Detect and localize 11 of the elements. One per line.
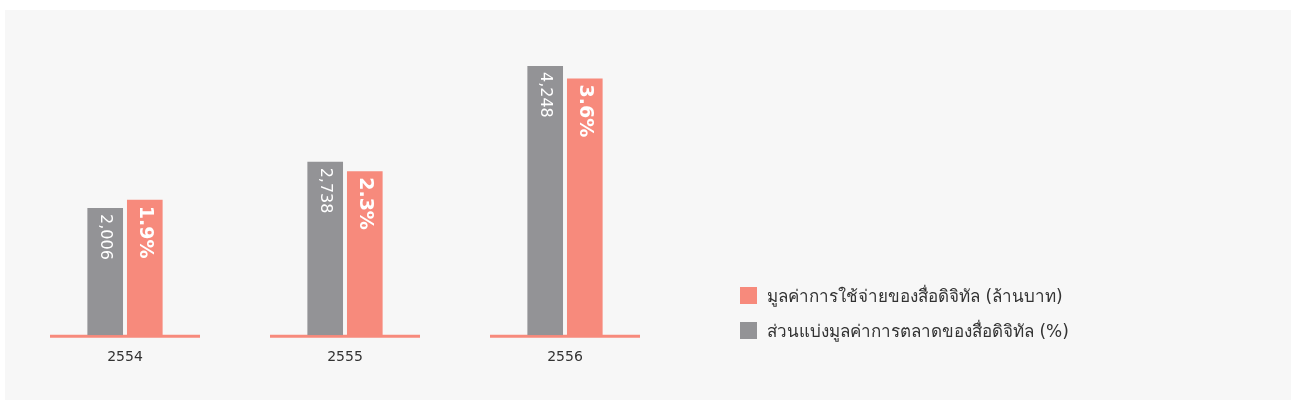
data-label: 2,738 bbox=[317, 167, 337, 214]
legend-label: ส่วนแบ่งมูลค่าการตลาดของสื่อดิจิทัล (%) bbox=[767, 318, 1069, 344]
legend-label: มูลค่าการใช้จ่ายของสื่อดิจิทัล (ล้านบาท) bbox=[767, 283, 1063, 309]
data-label: 4,248 bbox=[537, 71, 557, 118]
data-label: 1.9% bbox=[135, 205, 158, 259]
x-tick-label: 2556 bbox=[547, 348, 583, 365]
data-label: 3.6% bbox=[575, 84, 598, 138]
x-tick-label: 2554 bbox=[107, 348, 143, 365]
x-tick-label: 2555 bbox=[327, 348, 363, 365]
data-label: 2,006 bbox=[97, 214, 117, 260]
data-label: 2.3% bbox=[355, 177, 378, 230]
